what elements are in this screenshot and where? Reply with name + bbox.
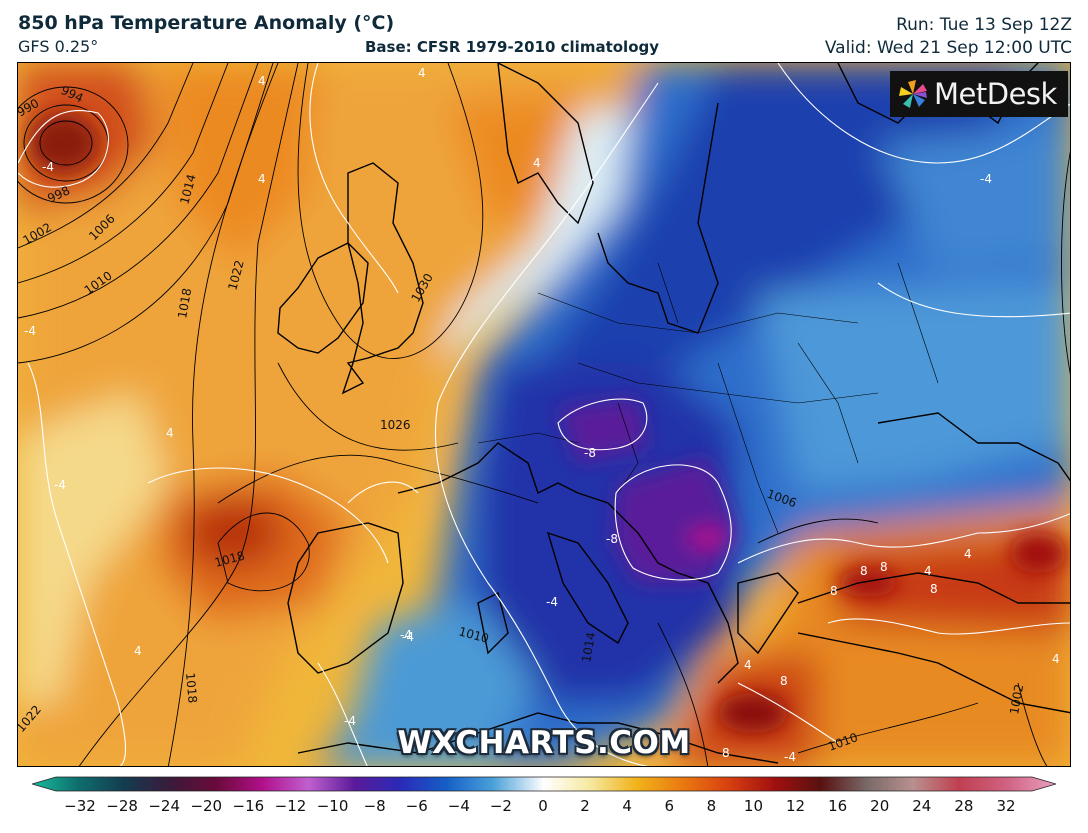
colorbar-tick-label: 28: [954, 797, 974, 815]
anomaly-label: 4: [1052, 652, 1060, 666]
coastlines: [277, 63, 1070, 764]
colorbar: [32, 776, 1056, 792]
anomaly-field: [18, 63, 1070, 766]
valid-time: Valid: Wed 21 Sep 12:00 UTC: [824, 38, 1072, 58]
colorbar-tick-label: 8: [706, 797, 717, 815]
anomaly-label: -8: [584, 446, 596, 460]
colorbar-tick-label: −12: [274, 797, 307, 815]
anomaly-label: -4: [54, 478, 66, 492]
anomaly-label: -4: [546, 595, 558, 609]
metdesk-logo: MetDesk: [890, 71, 1068, 117]
anomaly-label: 8: [830, 584, 838, 598]
climatology-base: Base: CFSR 1979-2010 climatology: [365, 38, 660, 56]
anomaly-labels: -4 4 4 4 -4 -4 4 -4 -8 -8 -4 -4 4 8 8 4 …: [24, 66, 1060, 764]
colorbar-tick-label: 4: [622, 797, 632, 815]
metdesk-pinwheel-icon: [899, 80, 927, 108]
colorbar-tick-label: −20: [190, 797, 223, 815]
anomaly-label: 4: [924, 564, 932, 578]
colorbar-tick-label: −2: [489, 797, 512, 815]
anomaly-label: 4: [744, 658, 752, 672]
chart-title: 850 hPa Temperature Anomaly (°C): [18, 12, 395, 34]
colorbar-tick-label: 12: [785, 797, 806, 815]
anomaly-label: -4: [344, 714, 356, 728]
anomaly-label: 4: [533, 156, 541, 170]
colorbar-tick-label: 10: [743, 797, 763, 815]
colorbar-tick-label: 2: [580, 797, 590, 815]
map-canvas: 994 990 998 1002 1006 1010 1014 1018 102…: [18, 63, 1070, 766]
colorbar-tick-label: −10: [316, 797, 349, 815]
isobar-label: 1026: [380, 418, 411, 432]
anomaly-label: 8: [860, 564, 868, 578]
watermark: WXCHARTS.COM: [397, 725, 691, 761]
colorbar-tick-label: 32: [996, 797, 1016, 815]
colorbar-tick-label: −28: [106, 797, 138, 815]
anomaly-label: -4: [24, 324, 36, 338]
colorbar-tick-label: −8: [363, 797, 386, 815]
anomaly-contours: [18, 63, 1070, 766]
run-time: Run: Tue 13 Sep 12Z: [896, 15, 1072, 35]
anomaly-label: -4: [400, 628, 412, 642]
anomaly-label: 8: [722, 746, 730, 760]
colorbar-tick-label: 20: [870, 797, 890, 815]
isobar-label: 1014: [579, 631, 598, 664]
anomaly-label: 4: [964, 547, 972, 561]
anomaly-label: 8: [780, 674, 788, 688]
country-borders: [477, 262, 939, 534]
colorbar-tick-label: −24: [148, 797, 180, 815]
anomaly-map: 994 990 998 1002 1006 1010 1014 1018 102…: [17, 62, 1071, 767]
anomaly-label: -4: [42, 160, 54, 174]
isobar-label: 1018: [183, 672, 200, 704]
isobar-label: 1002: [1007, 683, 1026, 716]
anomaly-label: 4: [258, 74, 266, 88]
brand-name: MetDesk: [934, 77, 1057, 111]
anomaly-label: 4: [134, 644, 142, 658]
colorbar-tick-label: 16: [828, 797, 848, 815]
anomaly-label: 4: [418, 66, 426, 80]
anomaly-label: 4: [166, 426, 174, 440]
colorbar-tick-label: −16: [232, 797, 265, 815]
colorbar-tick-label: 0: [538, 797, 548, 815]
colorbar-tick-label: −4: [447, 797, 470, 815]
anomaly-label: -8: [606, 532, 618, 546]
colorbar-tick-labels: −32 −28 −24 −20 −16 −12 −10 −8 −6 −4 −2 0 2 4 6 8 10 12 16…: [0, 797, 1088, 817]
colorbar-tick-label: 24: [912, 797, 932, 815]
anomaly-label: -4: [980, 172, 992, 186]
isobar-label: 1018: [175, 287, 194, 320]
colorbar-tick-label: 6: [664, 797, 675, 815]
anomaly-label: 4: [258, 172, 266, 186]
colorbar-tick-label: −32: [64, 797, 96, 815]
anomaly-label: 8: [930, 582, 938, 596]
colorbar-tick-label: −6: [405, 797, 428, 815]
anomaly-label: 8: [880, 560, 888, 574]
anomaly-label: -4: [784, 750, 796, 764]
anomaly-label: -4: [402, 630, 414, 644]
model-name: GFS 0.25°: [18, 37, 99, 56]
